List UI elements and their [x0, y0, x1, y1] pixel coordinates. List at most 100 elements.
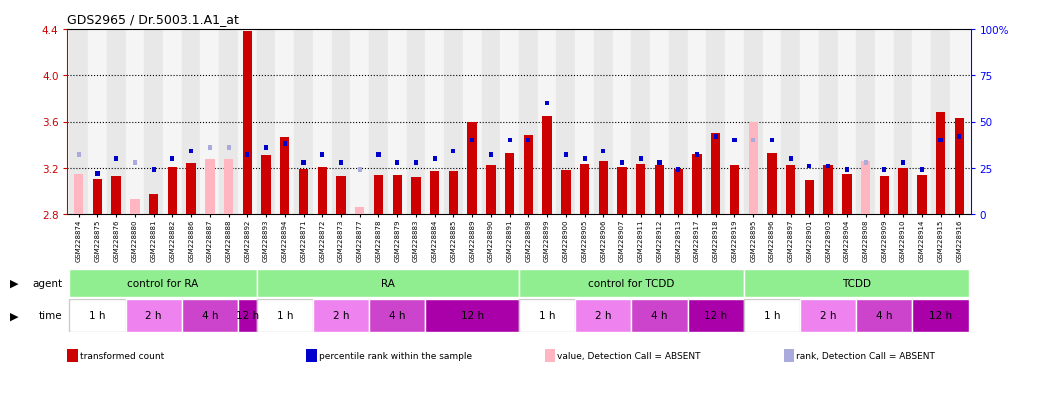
Bar — [489, 153, 493, 158]
Bar — [282, 142, 286, 147]
Bar — [467, 122, 476, 214]
Bar — [879, 176, 889, 214]
Text: 12 h: 12 h — [461, 311, 484, 321]
Text: rank, Detection Call = ABSENT: rank, Detection Call = ABSENT — [796, 351, 935, 360]
Bar — [687, 299, 744, 332]
Bar — [864, 161, 868, 165]
Bar — [875, 30, 894, 214]
Bar — [262, 156, 271, 214]
Bar — [706, 30, 726, 214]
Bar — [189, 150, 193, 154]
Bar — [744, 30, 763, 214]
Bar — [392, 175, 402, 214]
Text: 4 h: 4 h — [201, 311, 218, 321]
Bar — [238, 30, 256, 214]
Text: 1 h: 1 h — [89, 311, 106, 321]
Text: ▶: ▶ — [10, 311, 19, 321]
Text: 2 h: 2 h — [333, 311, 349, 321]
Bar — [676, 168, 680, 173]
Bar — [170, 157, 174, 161]
Bar — [256, 299, 312, 332]
Text: agent: agent — [32, 278, 62, 288]
Bar — [650, 30, 668, 214]
Bar — [894, 30, 912, 214]
Bar — [744, 299, 800, 332]
Bar — [504, 153, 514, 214]
Bar — [912, 299, 968, 332]
Bar — [545, 102, 549, 106]
Bar — [95, 171, 100, 176]
Bar — [636, 165, 646, 214]
Bar — [433, 157, 437, 161]
Bar — [163, 30, 182, 214]
Bar — [448, 172, 458, 214]
Bar — [294, 30, 312, 214]
Text: percentile rank within the sample: percentile rank within the sample — [319, 351, 472, 360]
Bar — [655, 166, 664, 214]
Bar — [500, 30, 519, 214]
Bar — [144, 30, 163, 214]
Bar — [77, 153, 81, 158]
Bar — [692, 154, 702, 214]
Bar — [519, 299, 575, 332]
Bar — [133, 161, 137, 165]
Text: 2 h: 2 h — [145, 311, 162, 321]
Bar — [149, 195, 159, 214]
Bar — [562, 171, 571, 214]
Text: 4 h: 4 h — [389, 311, 406, 321]
Bar — [957, 135, 961, 139]
Bar — [182, 30, 200, 214]
Bar — [182, 299, 238, 332]
Bar — [482, 30, 500, 214]
Bar — [414, 161, 418, 165]
Bar — [351, 30, 370, 214]
Bar — [767, 153, 776, 214]
Bar — [733, 138, 737, 143]
Bar — [694, 153, 699, 158]
Text: time: time — [38, 311, 62, 321]
Bar — [92, 180, 102, 214]
Bar — [899, 169, 908, 214]
Bar — [245, 153, 249, 158]
Bar — [618, 167, 627, 214]
Bar — [519, 30, 538, 214]
Bar — [70, 269, 256, 297]
Text: RA: RA — [381, 278, 394, 288]
Bar — [638, 157, 643, 161]
Text: 1 h: 1 h — [276, 311, 293, 321]
Bar — [374, 175, 383, 214]
Bar — [657, 161, 661, 165]
Bar — [187, 164, 196, 214]
Bar — [524, 136, 534, 214]
Bar — [882, 168, 886, 173]
Bar — [526, 138, 530, 143]
Bar — [823, 166, 832, 214]
Text: 12 h: 12 h — [929, 311, 952, 321]
Bar — [782, 30, 800, 214]
Bar — [808, 164, 812, 169]
Bar — [856, 299, 912, 332]
Bar — [219, 30, 238, 214]
Bar — [543, 116, 552, 214]
Bar — [687, 30, 706, 214]
Bar — [786, 166, 795, 214]
Text: value, Detection Call = ABSENT: value, Detection Call = ABSENT — [557, 351, 701, 360]
Bar — [918, 175, 927, 214]
Text: 1 h: 1 h — [764, 311, 781, 321]
Bar — [426, 30, 444, 214]
Bar — [714, 135, 718, 139]
Bar — [312, 30, 332, 214]
Bar — [752, 138, 756, 143]
Bar — [938, 138, 943, 143]
Bar — [111, 176, 120, 214]
Bar — [538, 30, 556, 214]
Bar — [407, 30, 426, 214]
Bar — [200, 30, 219, 214]
Bar — [726, 30, 744, 214]
Bar — [444, 30, 463, 214]
Bar — [711, 134, 720, 214]
Bar — [463, 30, 482, 214]
Text: 12 h: 12 h — [704, 311, 728, 321]
Bar — [318, 167, 327, 214]
Bar — [842, 174, 851, 214]
